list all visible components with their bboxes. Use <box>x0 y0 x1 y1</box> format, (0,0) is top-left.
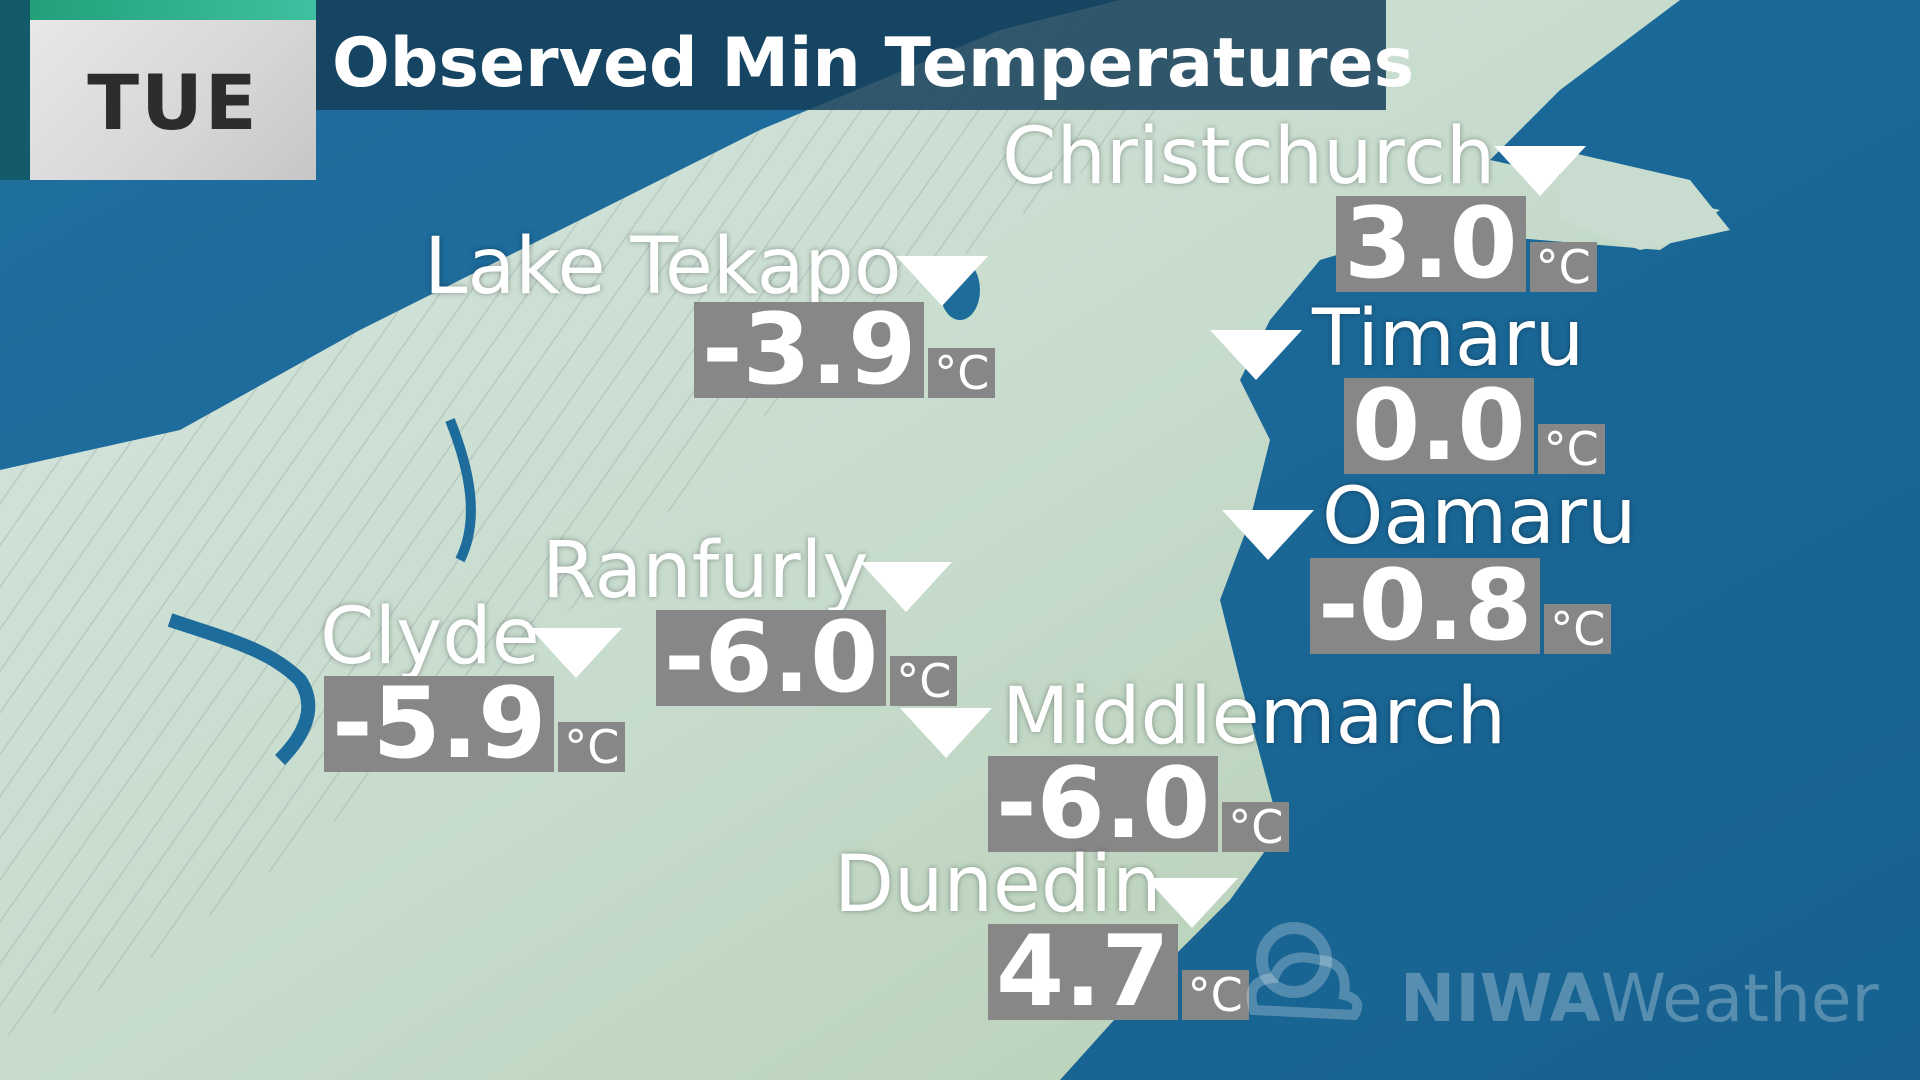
station-marker-oamaru <box>1222 510 1314 560</box>
lake-dunstan <box>445 418 476 563</box>
landmass <box>0 0 1720 1080</box>
station-name-middlemarch: Middlemarch <box>1002 672 1507 762</box>
temp-box-clyde: -5.9 °C <box>324 675 626 773</box>
station-marker-timaru <box>1210 330 1302 380</box>
temp-value: -6.0 <box>988 755 1219 853</box>
temp-unit: °C <box>890 656 958 706</box>
day-card <box>30 20 316 180</box>
brand-bold: NIWA <box>1400 960 1601 1037</box>
station-name-timaru: Timaru <box>1312 294 1585 384</box>
temp-value: -0.8 <box>1310 557 1541 655</box>
weather-logo-icon <box>1246 922 1363 1021</box>
station-name-ranfurly: Ranfurly <box>542 526 869 616</box>
station-marker-lake-tekapo <box>896 256 988 306</box>
station-name-oamaru: Oamaru <box>1322 472 1637 562</box>
temp-value: 3.0 <box>1336 195 1526 293</box>
temp-unit: °C <box>928 348 996 398</box>
temp-value: -6.0 <box>656 609 887 707</box>
temp-box-middlemarch: -6.0 °C <box>988 755 1290 853</box>
temp-value: 0.0 <box>1344 377 1534 475</box>
title-bar <box>316 0 1386 110</box>
station-marker-clyde <box>530 628 622 678</box>
temp-unit: °C <box>1181 970 1249 1020</box>
day-label: TUE <box>87 58 259 147</box>
temp-unit: °C <box>1537 424 1605 474</box>
temp-unit: °C <box>1529 242 1597 292</box>
temp-unit: °C <box>558 722 626 772</box>
mountain-relief <box>0 0 1300 1040</box>
lake-wakatipu <box>167 613 316 765</box>
station-marker-middlemarch <box>900 708 992 758</box>
station-name-lake-tekapo: Lake Tekapo <box>424 222 902 312</box>
banks-peninsula <box>1560 150 1730 250</box>
day-accent-stripe <box>30 0 316 20</box>
temp-box-christchurch: 3.0 °C <box>1336 195 1597 293</box>
station-marker-christchurch <box>1494 146 1586 196</box>
temp-box-oamaru: -0.8 °C <box>1310 557 1612 655</box>
temp-box-timaru: 0.0 °C <box>1344 377 1605 475</box>
temp-value: 4.7 <box>988 923 1178 1021</box>
temp-value: -3.9 <box>694 301 925 399</box>
temp-unit: °C <box>1222 802 1290 852</box>
page-title: Observed Min Temperatures <box>332 24 1415 103</box>
brand-light: Weather <box>1600 960 1879 1037</box>
brand-logo: NIWAWeather <box>1400 960 1879 1037</box>
station-name-clyde: Clyde <box>320 592 540 682</box>
temp-box-dunedin: 4.7 °C <box>988 923 1249 1021</box>
station-name-christchurch: Christchurch <box>1002 112 1496 202</box>
temp-box-lake-tekapo: -3.9 °C <box>694 301 996 399</box>
temp-unit: °C <box>1544 604 1612 654</box>
temp-value: -5.9 <box>324 675 555 773</box>
station-name-dunedin: Dunedin <box>834 840 1162 930</box>
station-marker-dunedin <box>1146 878 1238 928</box>
station-marker-ranfurly <box>860 562 952 612</box>
temp-box-ranfurly: -6.0 °C <box>656 609 958 707</box>
